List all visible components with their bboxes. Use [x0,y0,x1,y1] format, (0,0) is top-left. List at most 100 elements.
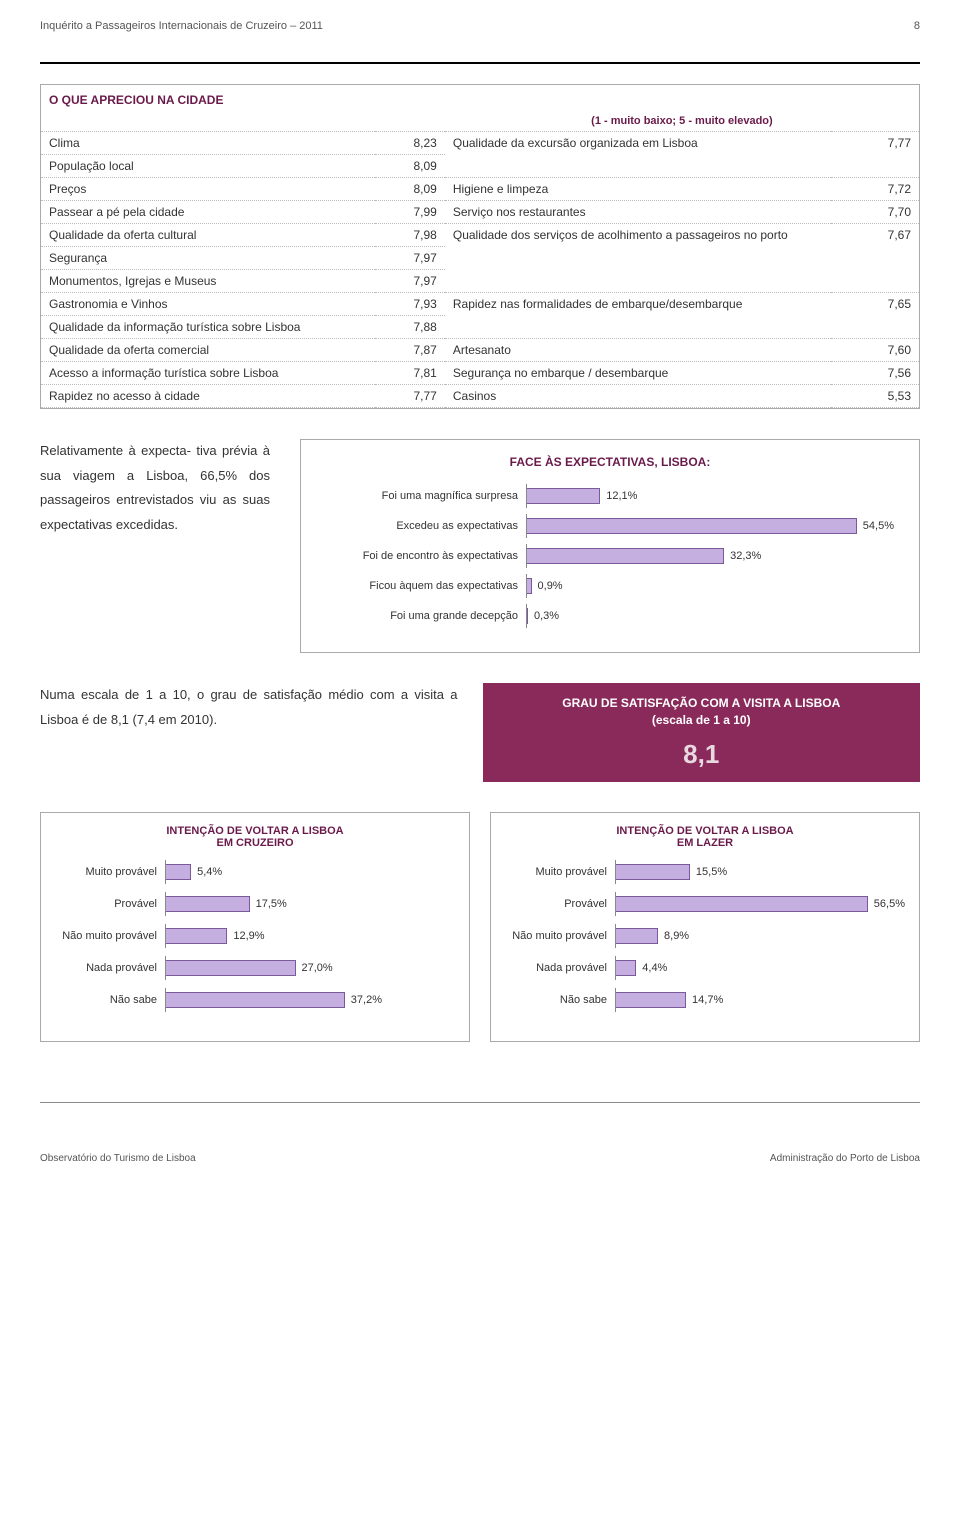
page-header: Inquérito a Passageiros Internacionais d… [40,20,920,32]
chart-bar-track: 27,0% [165,959,455,977]
chart-bar-label: Não sabe [55,994,165,1006]
satisfaction-score-box: GRAU DE SATISFAÇÃO COM A VISITA A LISBOA… [483,683,921,782]
table-cell-right-label: Higiene e limpeza [445,178,831,201]
chart-bar-label: Não muito provável [505,930,615,942]
chart-bar-fill [526,518,857,534]
sat-box-title: GRAU DE SATISFAÇÃO COM A VISITA A LISBOA [493,695,911,712]
table-cell-right-value: 7,77 [831,132,919,178]
chart-bar-label: Nada provável [505,962,615,974]
table-cell-left-label: Acesso a informação turística sobre Lisb… [41,362,375,385]
page-footer: Observatório do Turismo de Lisboa Admini… [40,1153,920,1164]
chart-bar-track: 12,1% [526,487,894,505]
expectations-chart: FACE ÀS EXPECTATIVAS, LISBOA: Foi uma ma… [300,439,920,653]
chart-bar-fill [165,992,345,1008]
satisfaction-section: Numa escala de 1 a 10, o grau de satisfa… [40,683,920,782]
chart-bar-label: Provável [55,898,165,910]
chart-bar-track: 4,4% [615,959,905,977]
chart-bar-value: 54,5% [863,520,894,532]
table-cell-left-value: 8,23 [375,132,445,155]
table-cell-left-label: Clima [41,132,375,155]
chart-bar-value: 56,5% [874,898,905,910]
footer-divider [40,1102,920,1103]
expectations-chart-title: FACE ÀS EXPECTATIVAS, LISBOA: [326,455,894,469]
table-cell-left-value: 7,77 [375,385,445,408]
chart-bar-value: 32,3% [730,550,761,562]
appreciation-table-inner: O QUE APRECIOU NA CIDADE (1 - muito baix… [41,85,919,408]
chart-bar-track: 0,3% [526,607,894,625]
chart-bar-value: 5,4% [197,866,222,878]
chart-bar-fill [615,928,658,944]
chart-bar-row: Não muito provável12,9% [55,927,455,945]
chart-bar-value: 27,0% [302,962,333,974]
chart-bar-value: 14,7% [692,994,723,1006]
chart-bar-fill [615,864,690,880]
table-cell-left-value: 7,97 [375,247,445,270]
satisfaction-narrative: Numa escala de 1 a 10, o grau de satisfa… [40,683,458,782]
chart-bar-row: Não sabe 14,7% [505,991,905,1009]
table-cell-left-value: 7,99 [375,201,445,224]
return-cruise-title: INTENÇÃO DE VOLTAR A LISBOAEM CRUZEIRO [55,825,455,849]
chart-bar-track: 56,5% [615,895,905,913]
table-cell-left-label: Monumentos, Igrejas e Museus [41,270,375,293]
table-cell-right-value: 7,56 [831,362,919,385]
table-cell-left-label: População local [41,155,375,178]
table-cell-right-value: 7,72 [831,178,919,201]
table-cell-left-value: 8,09 [375,155,445,178]
chart-bar-track: 14,7% [615,991,905,1009]
expectations-section: Relativamente à expecta- tiva prévia à s… [40,439,920,653]
chart-bar-label: Muito provável [505,866,615,878]
header-page-number: 8 [914,20,920,32]
chart-bar-track: 54,5% [526,517,894,535]
chart-bar-label: Ficou àquem das expectativas [326,580,526,592]
return-leisure-title: INTENÇÃO DE VOLTAR A LISBOAEM LAZER [505,825,905,849]
chart-bar-fill [526,488,600,504]
table-cell-right-label: Serviço nos restaurantes [445,201,831,224]
table-cell-right-label: Qualidade da excursão organizada em Lisb… [445,132,831,178]
table-cell-left-label: Preços [41,178,375,201]
table-cell-right-value: 5,53 [831,385,919,408]
header-left: Inquérito a Passageiros Internacionais d… [40,20,323,32]
chart-bar-value: 12,1% [606,490,637,502]
table-cell-right-label: Casinos [445,385,831,408]
chart-bar-label: Excedeu as expectativas [326,520,526,532]
chart-bar-row: Foi uma magnífica surpresa12,1% [326,487,894,505]
table-cell-left-value: 7,97 [375,270,445,293]
table-cell-left-label: Rapidez no acesso à cidade [41,385,375,408]
chart-bar-value: 12,9% [233,930,264,942]
table-title: O QUE APRECIOU NA CIDADE [41,85,445,111]
chart-bar-label: Nada provável [55,962,165,974]
chart-bar-row: Foi uma grande decepção 0,3% [326,607,894,625]
chart-bar-row: Nada provável 27,0% [55,959,455,977]
chart-bar-fill [526,548,724,564]
table-cell-right-label: Artesanato [445,339,831,362]
chart-bar-track: 15,5% [615,863,905,881]
return-cruise-chart: INTENÇÃO DE VOLTAR A LISBOAEM CRUZEIRO M… [40,812,470,1042]
chart-bar-track: 12,9% [165,927,455,945]
return-leisure-chart: INTENÇÃO DE VOLTAR A LISBOAEM LAZER Muit… [490,812,920,1042]
footer-right: Administração do Porto de Lisboa [770,1153,920,1164]
chart-bar-fill [615,992,686,1008]
chart-bar-track: 5,4% [165,863,455,881]
table-cell-left-label: Passear a pé pela cidade [41,201,375,224]
table-cell-left-label: Qualidade da informação turística sobre … [41,316,375,339]
table-cell-left-label: Segurança [41,247,375,270]
chart-bar-value: 17,5% [256,898,287,910]
sat-box-value: 8,1 [493,739,911,770]
chart-bar-track: 32,3% [526,547,894,565]
chart-bar-fill [165,960,296,976]
table-cell-left-value: 7,88 [375,316,445,339]
table-cell-right-value: 7,60 [831,339,919,362]
expectations-narrative: Relativamente à expecta- tiva prévia à s… [40,439,270,538]
table-cell-right-label: Segurança no embarque / desembarque [445,362,831,385]
table-cell-left-value: 7,87 [375,339,445,362]
chart-bar-fill [615,896,868,912]
chart-bar-label: Foi uma grande decepção [326,610,526,622]
chart-bar-label: Não sabe [505,994,615,1006]
chart-bar-label: Foi de encontro às expectativas [326,550,526,562]
chart-bar-row: Foi de encontro às expectativas 32,3% [326,547,894,565]
table-cell-right-label: Qualidade dos serviços de acolhimento a … [445,224,831,293]
chart-bar-value: 0,3% [534,610,559,622]
chart-bar-track: 17,5% [165,895,455,913]
table-cell-left-value: 7,81 [375,362,445,385]
table-subtitle: (1 - muito baixo; 5 - muito elevado) [445,111,919,132]
